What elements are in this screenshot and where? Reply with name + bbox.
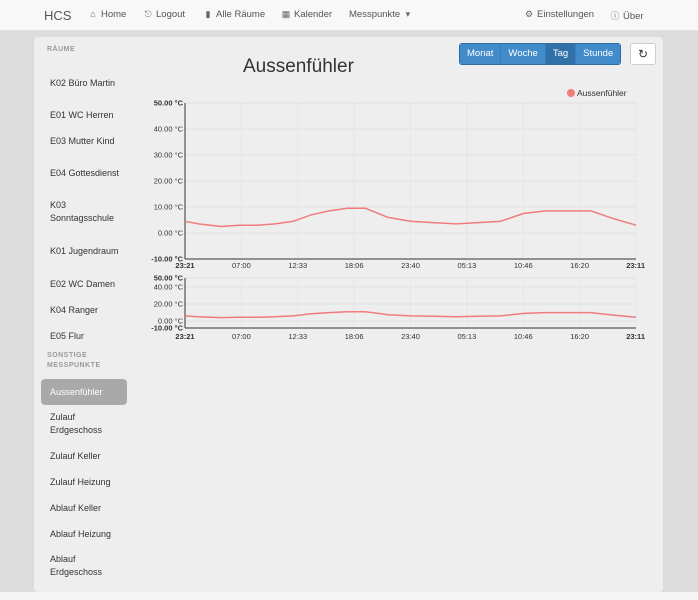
sidebar-item-k01[interactable]: K01 Jugendraum [50,245,119,256]
x-tick-label: 18:06 [345,332,364,341]
x-tick-label: 12:33 [288,261,307,270]
info-icon: ⓘ [610,11,620,21]
nav-settings[interactable]: ⚙ Einstellungen [524,9,594,20]
sidebar-item-ablauf-heizung[interactable]: Ablauf Heizung [50,528,112,539]
x-tick-label: 05:13 [457,261,476,270]
nav-all-rooms-label: Alle Räume [216,9,266,20]
range-button-group: Monat Woche Tag Stunde [459,43,622,65]
chart-legend: Aussenfühler [567,88,627,98]
nav-logout-label: Logout [156,9,186,20]
gear-icon: ⚙ [524,9,534,19]
y-tick-label: 20.00 °C [154,300,184,309]
sidebar-item-k02[interactable]: K02 Büro Martin [50,77,116,88]
x-tick-label: 23:11 [626,261,645,270]
sidebar-item-k04[interactable]: K04 Ranger [50,304,99,315]
sidebar-item-ablauf-eg[interactable]: Ablauf Erdgeschoss [50,554,103,577]
y-tick-label: 40.00 °C [154,125,184,134]
nav-settings-label: Einstellungen [537,9,595,20]
nav-all-rooms[interactable]: ▮ Alle Räume [203,9,266,20]
footer [0,592,698,600]
calendar-icon: ▦ [281,9,291,19]
x-tick-label: 23:40 [401,332,420,341]
nav-messpunkte[interactable]: Messpunkte ▾ [349,9,416,20]
sidebar-item-zulauf-eg[interactable]: Zulauf Erdgeschoss [50,412,103,435]
nav-messpunkte-label: Messpunkte [349,9,401,20]
y-tick-label: 0.00 °C [158,229,184,238]
nav-logout[interactable]: ⎋ Logout [143,9,185,20]
x-tick-label: 23:40 [401,261,420,270]
x-tick-label: 16:20 [570,261,589,270]
nav-about[interactable]: ⓘ Über [610,9,644,22]
x-tick-label: 10:46 [514,261,533,270]
sidebar-item-e01[interactable]: E01 WC Herren [50,109,114,120]
logout-icon: ⎋ [144,9,152,19]
bar-chart-icon: ▮ [205,9,211,19]
x-tick-label: 23:21 [175,261,194,270]
x-tick-label: 23:11 [626,332,645,341]
range-button-month[interactable]: Monat [460,44,502,64]
sidebar-item-e03[interactable]: E03 Mutter Kind [50,135,115,146]
legend-label: Aussenfühler [577,88,627,98]
sidebar-item-zulauf-keller[interactable]: Zulauf Keller [50,450,101,461]
y-tick-label: 40.00 °C [154,283,184,292]
dropdown-icon: ▾ [405,9,411,19]
y-tick-label: 30.00 °C [154,151,184,160]
sidebar-heading-rooms: RÄUME [47,46,76,53]
x-tick-label: 10:46 [514,332,533,341]
nav-home[interactable]: ⌂ Home [88,9,126,20]
sidebar-item-ablauf-keller[interactable]: Ablauf Keller [50,502,102,513]
home-icon: ⌂ [90,9,96,19]
sidebar-item-k03[interactable]: K03 Sonntagsschule [50,200,115,223]
y-tick-label: -10.00 °C [151,324,183,333]
y-tick-label: 0.00 °C [158,317,184,326]
sidebar-item-zulauf-heizung[interactable]: Zulauf Heizung [50,476,111,487]
sidebar-item-e05[interactable]: E05 Flur [50,330,85,341]
range-button-day[interactable]: Tag [545,44,577,64]
y-tick-label: 10.00 °C [154,203,184,212]
x-tick-label: 12:33 [288,332,307,341]
y-tick-label: 50.00 °C [154,99,184,108]
range-button-week[interactable]: Woche [501,44,546,64]
y-tick-label: 50.00 °C [154,274,184,283]
x-tick-label: 07:00 [232,261,251,270]
navbar: HCS ⌂ Home ⎋ Logout ▮ Alle Räume ▦ Kalender … [0,0,698,31]
refresh-button[interactable]: ↻ [630,43,656,65]
x-tick-label: 05:13 [457,332,476,341]
refresh-icon: ↻ [637,47,649,61]
sidebar-heading-other: SONSTIGE MESSPUNKTE [47,352,101,369]
x-tick-label: 07:00 [232,332,251,341]
nav-calendar-label: Kalender [294,9,333,20]
series-line-aussenfuehler [184,311,637,319]
x-tick-label: 23:21 [175,332,194,341]
page-title: Aussenfühler [243,56,354,77]
x-tick-label: 16:20 [570,332,589,341]
nav-calendar[interactable]: ▦ Kalender [281,9,332,20]
y-tick-label: 20.00 °C [154,177,184,186]
x-tick-label: 18:06 [345,261,364,270]
brand[interactable]: HCS [44,8,72,23]
sidebar-item-e04[interactable]: E04 Gottesdienst [50,167,120,178]
nav-home-label: Home [101,9,127,20]
sidebar-item-e02[interactable]: E02 WC Damen [50,278,116,289]
range-button-hour[interactable]: Stunde [576,44,621,64]
legend-marker [567,89,575,97]
nav-about-label: Über [623,11,644,22]
sidebar-item-aussenfuehler[interactable]: Aussenfühler [41,379,127,405]
series-line-aussenfuehler [184,207,637,228]
y-tick-label: -10.00 °C [151,255,183,264]
